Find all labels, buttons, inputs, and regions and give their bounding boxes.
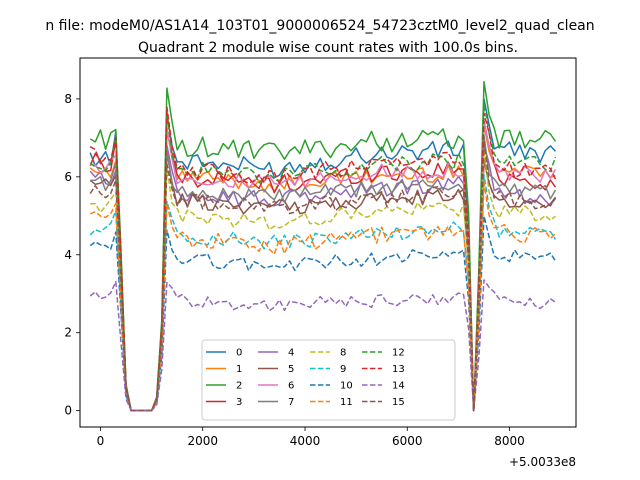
legend-label: 1 (236, 364, 242, 375)
legend-label: 12 (392, 348, 405, 359)
legend-label: 10 (340, 381, 353, 392)
x-tick-label: 8000 (494, 434, 525, 448)
plot-area (89, 81, 557, 412)
series-line-15 (89, 139, 557, 412)
y-tick-label: 4 (64, 248, 72, 262)
series-line-11 (89, 181, 557, 412)
x-offset-label: +5.0033e8 (509, 455, 576, 469)
legend-label: 3 (236, 397, 242, 408)
legend-label: 5 (288, 364, 294, 375)
axis-ticks: 0 2000 4000 6000 8000 0 2 4 6 8 (64, 92, 524, 448)
x-tick-label: 0 (97, 434, 105, 448)
legend-label: 0 (236, 348, 242, 359)
legend-label: 8 (340, 348, 346, 359)
series-line-13 (89, 106, 557, 412)
legend-label: 9 (340, 364, 346, 375)
series-line-14 (89, 279, 556, 412)
x-tick-label: 6000 (392, 434, 423, 448)
figure-suptitle: n file: modeM0/AS1A14_103T01_9000006524_… (45, 18, 594, 34)
legend-box (201, 339, 456, 421)
x-tick-label: 4000 (290, 434, 321, 448)
axes-frame (79, 57, 577, 428)
legend-label: 13 (392, 364, 405, 375)
legend-label: 14 (392, 381, 405, 392)
legend-label: 7 (288, 397, 294, 408)
legend-label: 6 (288, 381, 294, 392)
series-line-8 (90, 150, 556, 412)
x-tick-label: 2000 (187, 434, 218, 448)
y-tick-label: 8 (64, 92, 72, 106)
legend-label: 11 (340, 397, 353, 408)
y-tick-label: 2 (64, 326, 72, 340)
y-tick-label: 6 (64, 170, 72, 184)
y-tick-label: 0 (64, 404, 72, 418)
legend-label: 15 (392, 397, 405, 408)
legend-label: 4 (288, 348, 294, 359)
legend-label: 2 (236, 381, 242, 392)
axes-title: Quadrant 2 module wise count rates with … (138, 40, 518, 56)
